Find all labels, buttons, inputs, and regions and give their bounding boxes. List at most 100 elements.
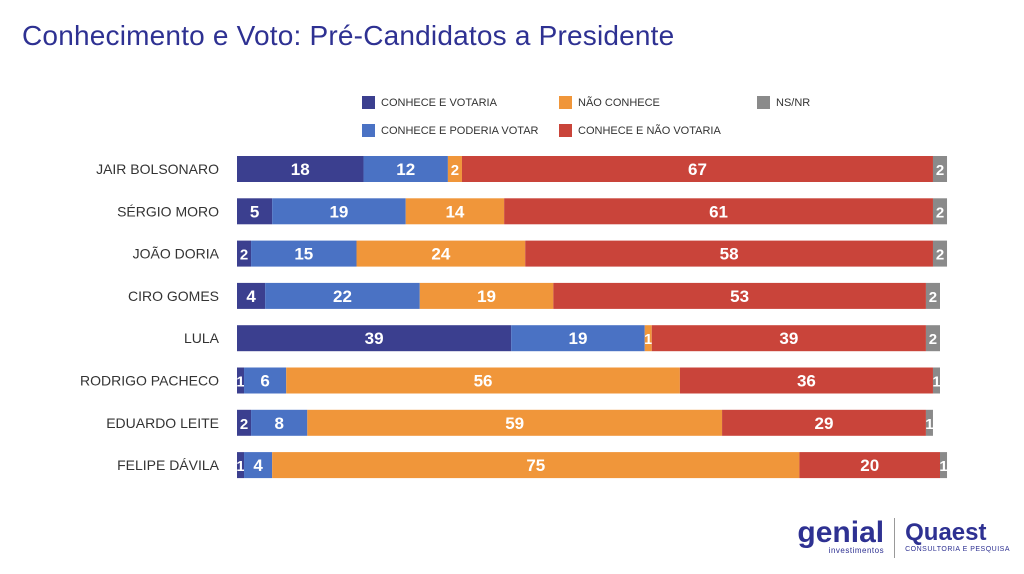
data-label: 2: [451, 162, 459, 179]
legend-item-conhece-nao-votaria: CONHECE E NÃO VOTARIA: [559, 124, 721, 137]
data-label: 1: [939, 458, 947, 475]
bar-segment: [940, 452, 948, 479]
legend-swatch: [757, 96, 770, 109]
data-label: 29: [815, 414, 834, 433]
bar-segment: [504, 198, 933, 225]
legend-label: CONHECE E PODERIA VOTAR: [381, 124, 539, 137]
quaest-logo-subtext: CONSULTORIA E PESQUISA: [905, 546, 1010, 553]
category-label: SÉRGIO MORO: [117, 203, 219, 219]
logos: genial investimentos Quaest CONSULTORIA …: [797, 518, 1010, 558]
bar-segment: [237, 452, 245, 479]
chart-title: Conhecimento e Voto: Pré-Candidatos a Pr…: [22, 20, 675, 51]
bar-segment: [251, 409, 308, 436]
data-label: 14: [445, 202, 464, 221]
data-label: 53: [730, 287, 749, 306]
data-label: 2: [936, 247, 944, 264]
data-label: 75: [526, 456, 545, 475]
genial-logo-subtext: investimentos: [828, 546, 885, 555]
bar-segment: [553, 282, 926, 309]
data-label: 2: [929, 289, 937, 306]
bar-segment: [237, 156, 364, 182]
category-label: EDUARDO LEITE: [106, 415, 219, 431]
bar-segment: [244, 367, 287, 394]
data-label: 1: [932, 374, 940, 391]
legend-swatch: [559, 96, 572, 109]
bar-segment: [419, 282, 554, 309]
quaest-logo: Quaest CONSULTORIA E PESQUISA: [905, 521, 1010, 555]
legend-swatch: [362, 96, 375, 109]
legend-item-nao-conhece: NÃO CONHECE: [559, 96, 660, 109]
bar-segment: [932, 198, 948, 225]
bar-segment: [932, 240, 948, 267]
legend-label: CONHECE E NÃO VOTARIA: [578, 124, 721, 137]
data-label: 19: [329, 202, 348, 221]
category-label: JOÃO DORIA: [133, 246, 220, 262]
bar-segment: [251, 240, 357, 267]
bar-segment: [405, 198, 505, 225]
bar-segment: [932, 367, 940, 394]
data-label: 4: [253, 456, 263, 475]
legend-item-conhece-votaria: CONHECE E VOTARIA: [362, 96, 497, 109]
bar-segment: [356, 240, 526, 267]
legend-label: NS/NR: [776, 96, 811, 109]
data-label: 24: [431, 245, 450, 264]
bar-segment: [237, 325, 512, 352]
bar-segment: [307, 409, 723, 436]
category-label: CIRO GOMES: [128, 288, 219, 304]
bar-segment: [237, 198, 273, 225]
bar-segment: [722, 409, 926, 436]
category-label: FELIPE DÁVILA: [117, 457, 220, 473]
data-label: 36: [797, 372, 816, 391]
quaest-logo-text: Quaest: [905, 519, 987, 546]
data-label: 2: [936, 162, 944, 179]
data-label: 20: [860, 456, 879, 475]
legend-swatch: [362, 124, 375, 137]
bar-segment: [799, 452, 940, 479]
bar-segment: [925, 325, 940, 352]
data-label: 19: [568, 329, 587, 348]
bar-segment: [237, 409, 252, 436]
legend-item-conhece-poderia-votar: CONHECE E PODERIA VOTAR: [362, 124, 539, 137]
bar-segment: [447, 156, 462, 182]
data-label: 8: [274, 414, 283, 433]
bar-segment: [461, 156, 933, 182]
data-label: 1: [644, 331, 652, 348]
legend-item-ns-nr: NS/NR: [757, 96, 810, 109]
genial-logo: genial investimentos: [797, 518, 885, 556]
data-label: 2: [240, 416, 248, 433]
data-label: 1: [236, 458, 244, 475]
legend-swatch: [559, 124, 572, 137]
category-label: RODRIGO PACHECO: [80, 373, 219, 389]
data-label: 56: [474, 372, 493, 391]
bar-segment: [925, 409, 933, 436]
data-label: 6: [260, 372, 269, 391]
data-label: 15: [294, 245, 313, 264]
data-label: 1: [925, 416, 933, 433]
legend: CONHECE E VOTARIA CONHECE E PODERIA VOTA…: [0, 0, 1024, 150]
bar-segment: [244, 452, 273, 479]
bar-segment: [651, 325, 926, 352]
bar-segment: [363, 156, 448, 182]
genial-logo-text: genial: [797, 516, 885, 549]
data-label: 19: [477, 287, 496, 306]
data-label: 39: [779, 329, 798, 348]
category-label: JAIR BOLSONARO: [96, 161, 219, 177]
data-label: 59: [505, 414, 524, 433]
data-label: 2: [240, 247, 248, 264]
bar-segment: [286, 367, 680, 394]
bar-segment: [272, 452, 800, 479]
logo-divider: [894, 518, 896, 558]
data-label: 61: [709, 202, 728, 221]
data-label: 4: [246, 287, 256, 306]
bar-segment: [925, 282, 940, 309]
data-label: 12: [396, 160, 415, 179]
category-label: LULA: [184, 330, 220, 346]
bar-segment: [237, 367, 245, 394]
data-label: 1: [236, 374, 244, 391]
data-label: 22: [333, 287, 352, 306]
data-label: 67: [688, 160, 707, 179]
legend-label: CONHECE E VOTARIA: [381, 96, 497, 109]
data-label: 58: [720, 245, 739, 264]
bar-segment: [679, 367, 933, 394]
data-label: 39: [365, 329, 384, 348]
